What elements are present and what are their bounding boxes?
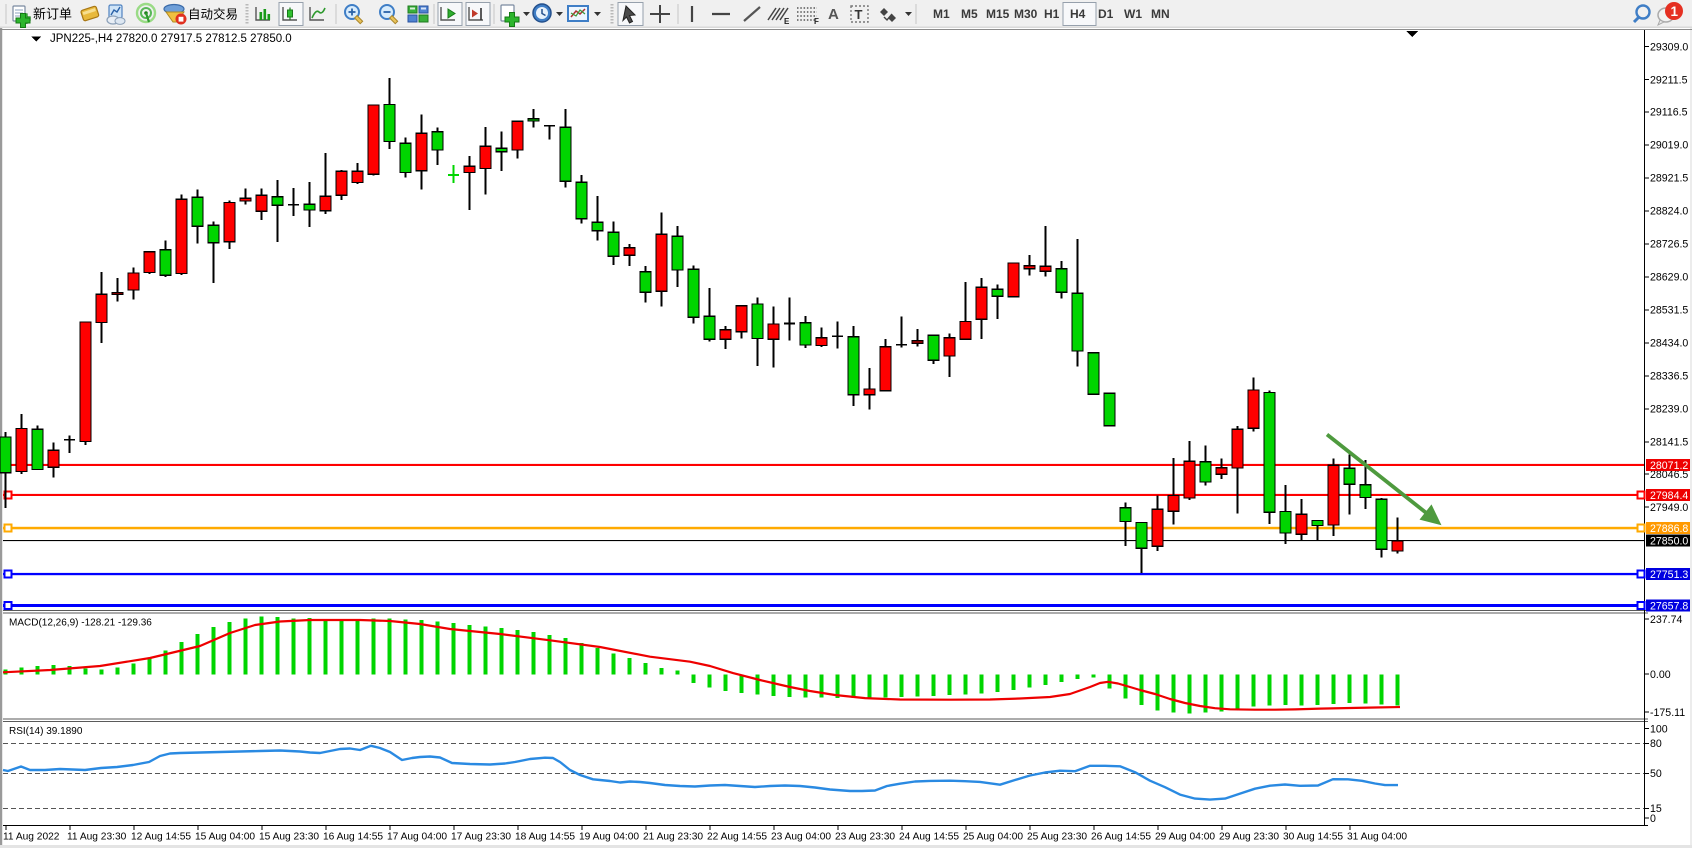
svg-text:29019.0: 29019.0: [1650, 140, 1688, 152]
svg-text:W1: W1: [1124, 7, 1142, 21]
svg-text:26 Aug 14:55: 26 Aug 14:55: [1091, 832, 1151, 843]
svg-text:15 Aug 04:00: 15 Aug 04:00: [195, 832, 255, 843]
svg-text:27949.0: 27949.0: [1650, 502, 1688, 514]
svg-text:25 Aug 23:30: 25 Aug 23:30: [1027, 832, 1087, 843]
svg-text:F: F: [814, 17, 819, 26]
svg-text:25 Aug 04:00: 25 Aug 04:00: [963, 832, 1023, 843]
svg-text:新订单: 新订单: [33, 7, 72, 22]
svg-text:29309.0: 29309.0: [1650, 41, 1688, 53]
svg-text:M5: M5: [961, 7, 978, 21]
svg-text:15: 15: [1650, 803, 1662, 815]
svg-text:11 Aug 2022: 11 Aug 2022: [3, 832, 60, 843]
svg-text:29116.5: 29116.5: [1650, 107, 1688, 119]
svg-text:24 Aug 14:55: 24 Aug 14:55: [899, 832, 959, 843]
svg-text:18 Aug 14:55: 18 Aug 14:55: [515, 832, 575, 843]
svg-text:22 Aug 14:55: 22 Aug 14:55: [707, 832, 767, 843]
svg-text:T: T: [855, 7, 863, 22]
svg-text:15 Aug 23:30: 15 Aug 23:30: [259, 832, 319, 843]
svg-text:M30: M30: [1014, 7, 1038, 21]
svg-text:-175.11: -175.11: [1650, 707, 1685, 719]
svg-text:28046.5: 28046.5: [1650, 469, 1688, 481]
svg-text:16 Aug 14:55: 16 Aug 14:55: [323, 832, 383, 843]
svg-text:MACD(12,26,9) -128.21 -129.36: MACD(12,26,9) -128.21 -129.36: [9, 618, 152, 629]
svg-text:17 Aug 04:00: 17 Aug 04:00: [387, 832, 447, 843]
svg-text:11 Aug 23:30: 11 Aug 23:30: [67, 832, 127, 843]
svg-text:27886.8: 27886.8: [1650, 523, 1688, 535]
svg-text:28531.5: 28531.5: [1650, 305, 1688, 317]
svg-text:D1: D1: [1098, 7, 1114, 21]
svg-text:28071.2: 28071.2: [1650, 460, 1688, 472]
svg-text:E: E: [784, 17, 790, 26]
svg-text:31 Aug 04:00: 31 Aug 04:00: [1347, 832, 1407, 843]
svg-text:29 Aug 04:00: 29 Aug 04:00: [1155, 832, 1215, 843]
svg-text:80: 80: [1650, 738, 1662, 750]
svg-text:29 Aug 23:30: 29 Aug 23:30: [1219, 832, 1279, 843]
svg-text:29211.5: 29211.5: [1650, 74, 1688, 86]
svg-text:A: A: [828, 6, 839, 23]
svg-text:H1: H1: [1044, 7, 1060, 21]
svg-text:1: 1: [1671, 4, 1679, 19]
svg-text:0: 0: [1650, 813, 1656, 825]
svg-text:30 Aug 14:55: 30 Aug 14:55: [1283, 832, 1343, 843]
svg-text:28239.0: 28239.0: [1650, 404, 1688, 416]
svg-text:12 Aug 14:55: 12 Aug 14:55: [131, 832, 191, 843]
svg-text:28824.0: 28824.0: [1650, 206, 1688, 218]
svg-text:28629.0: 28629.0: [1650, 272, 1688, 284]
svg-text:JPN225-,H4 27820.0 27917.5 27: JPN225-,H4 27820.0 27917.5 27812.5 27850…: [50, 33, 292, 45]
svg-text:27850.0: 27850.0: [1650, 535, 1688, 547]
svg-text:M1: M1: [933, 7, 950, 21]
svg-text:21 Aug 23:30: 21 Aug 23:30: [643, 832, 703, 843]
svg-text:23 Aug 23:30: 23 Aug 23:30: [835, 832, 895, 843]
svg-text:28726.5: 28726.5: [1650, 239, 1688, 251]
svg-text:RSI(14) 39.1890: RSI(14) 39.1890: [9, 726, 83, 737]
svg-text:27751.3: 27751.3: [1650, 569, 1688, 581]
svg-text:自动交易: 自动交易: [188, 7, 238, 22]
svg-text:28434.0: 28434.0: [1650, 338, 1688, 350]
svg-text:28141.5: 28141.5: [1650, 437, 1688, 449]
svg-text:17 Aug 23:30: 17 Aug 23:30: [451, 832, 511, 843]
svg-text:M15: M15: [986, 7, 1010, 21]
svg-text:H4: H4: [1070, 7, 1086, 21]
svg-text:27984.4: 27984.4: [1650, 490, 1688, 502]
svg-text:237.74: 237.74: [1650, 614, 1683, 626]
svg-text:27657.8: 27657.8: [1650, 600, 1688, 612]
svg-text:0.00: 0.00: [1650, 669, 1671, 681]
svg-text:19 Aug 04:00: 19 Aug 04:00: [579, 832, 639, 843]
svg-text:100: 100: [1650, 723, 1668, 735]
svg-text:28921.5: 28921.5: [1650, 173, 1688, 185]
svg-text:23 Aug 04:00: 23 Aug 04:00: [771, 832, 831, 843]
svg-text:28336.5: 28336.5: [1650, 371, 1688, 383]
svg-text:MN: MN: [1151, 7, 1170, 21]
svg-text:50: 50: [1650, 768, 1662, 780]
